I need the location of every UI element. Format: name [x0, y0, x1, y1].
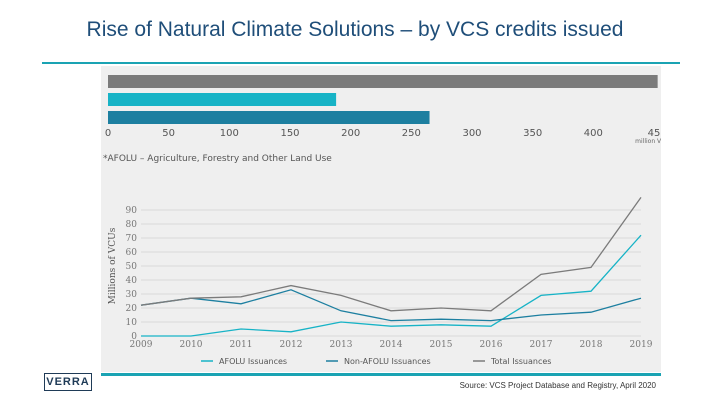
x-tick-label: 2016 [480, 340, 503, 350]
bar-x-tick-label: 0 [105, 128, 111, 139]
bar-x-tick-label: 400 [584, 128, 603, 139]
y-tick-label: 20 [126, 304, 138, 314]
y-tick-label: 90 [126, 206, 138, 216]
x-tick-label: 2014 [380, 340, 403, 350]
slide-title: Rise of Natural Climate Solutions – by V… [86, 18, 624, 41]
y-axis-label: Millions of VCUs [108, 227, 118, 304]
y-tick-label: 80 [126, 220, 138, 230]
y-tick-label: 0 [131, 332, 137, 342]
bar-non-afolu-issuances [108, 111, 430, 124]
x-tick-label: 2013 [330, 340, 353, 350]
y-tick-label: 50 [126, 262, 138, 272]
legend-label: AFOLU Issuances [219, 357, 287, 366]
legend-label: Non-AFOLU Issuances [344, 357, 431, 366]
x-tick-label: 2018 [580, 340, 603, 350]
x-tick-label: 2012 [280, 340, 303, 350]
bar-unit-label: million VCUs [635, 138, 661, 145]
x-tick-label: 2015 [430, 340, 453, 350]
title-divider [42, 62, 680, 64]
y-tick-label: 40 [126, 276, 138, 286]
bar-x-tick-label: 150 [280, 128, 299, 139]
series-line-non-afolu-issuances [140, 289, 642, 322]
y-tick-label: 70 [126, 234, 138, 244]
bar-x-tick-label: 50 [162, 128, 175, 139]
y-tick-label: 60 [126, 248, 138, 258]
legend-label: Total Issuances [490, 357, 551, 366]
y-tick-label: 10 [126, 318, 138, 328]
bar-x-tick-label: 45 [648, 128, 661, 139]
bar-afolu-issuances [108, 93, 337, 106]
chart-footnote: *AFOLU – Agriculture, Forestry and Other… [103, 154, 332, 164]
bar-x-tick-label: 200 [341, 128, 360, 139]
source-note: Source: VCS Project Database and Registr… [459, 381, 656, 390]
verra-logo: VERRA [44, 373, 92, 391]
x-tick-label: 2009 [130, 340, 153, 350]
bar-x-tick-label: 250 [402, 128, 421, 139]
x-tick-label: 2017 [530, 340, 553, 350]
bar-x-tick-label: 300 [462, 128, 481, 139]
y-tick-label: 30 [126, 290, 138, 300]
series-line-total-issuances [140, 197, 642, 312]
line-chart: 0 10 20 30 40 50 60 70 80 90 2009 2010 2011 2012 2013 2… [108, 197, 653, 366]
bottom-accent-bar [101, 373, 661, 376]
bar-x-tick-label: 350 [523, 128, 542, 139]
series-line-afolu-issuances [141, 234, 642, 337]
bar-x-tick-label: 100 [220, 128, 239, 139]
bar-total-issuances [108, 75, 658, 88]
x-tick-label: 2010 [180, 340, 203, 350]
x-tick-label: 2019 [630, 340, 653, 350]
x-tick-label: 2011 [230, 340, 253, 350]
